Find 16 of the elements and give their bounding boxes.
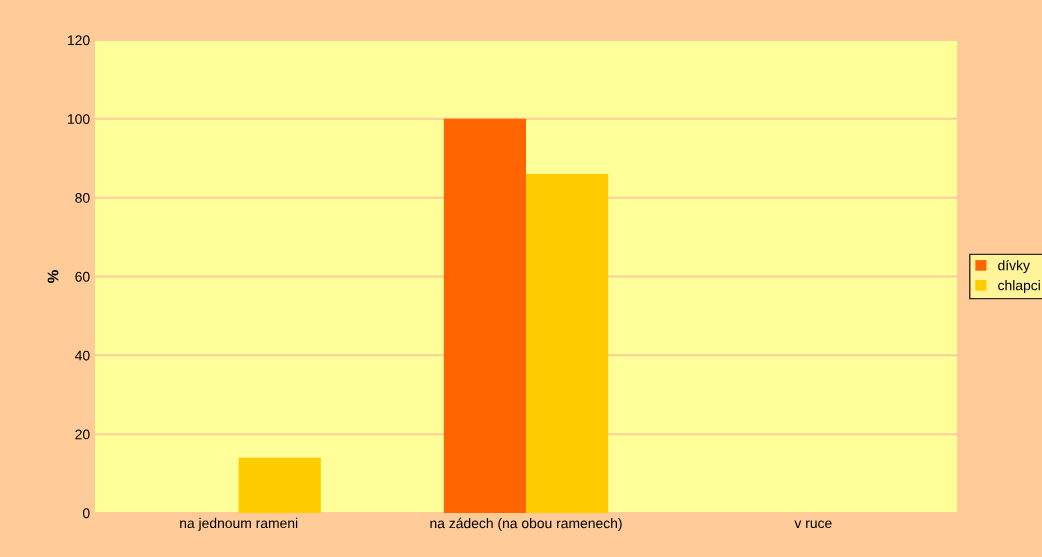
y-axis-title: % bbox=[47, 270, 59, 283]
x-tick-label: v ruce bbox=[794, 520, 832, 529]
y-tick-label: 60 bbox=[75, 271, 90, 282]
y-tick-label: 0 bbox=[82, 508, 90, 519]
legend-label: chlapci bbox=[998, 280, 1040, 294]
bar bbox=[443, 118, 526, 513]
y-tick-label: 80 bbox=[75, 193, 90, 203]
x-tick-label: na zádech (na obou ramenech) bbox=[430, 517, 622, 531]
y-tick-label: 20 bbox=[75, 429, 90, 440]
x-tick-label: na jednoum rameni bbox=[180, 517, 298, 531]
bar bbox=[238, 457, 321, 513]
y-tick-label: 120 bbox=[68, 35, 90, 46]
bar bbox=[526, 174, 609, 513]
legend-label: dívky bbox=[998, 259, 1030, 274]
y-tick-label: 100 bbox=[68, 114, 90, 124]
y-tick-label: 40 bbox=[75, 350, 90, 361]
